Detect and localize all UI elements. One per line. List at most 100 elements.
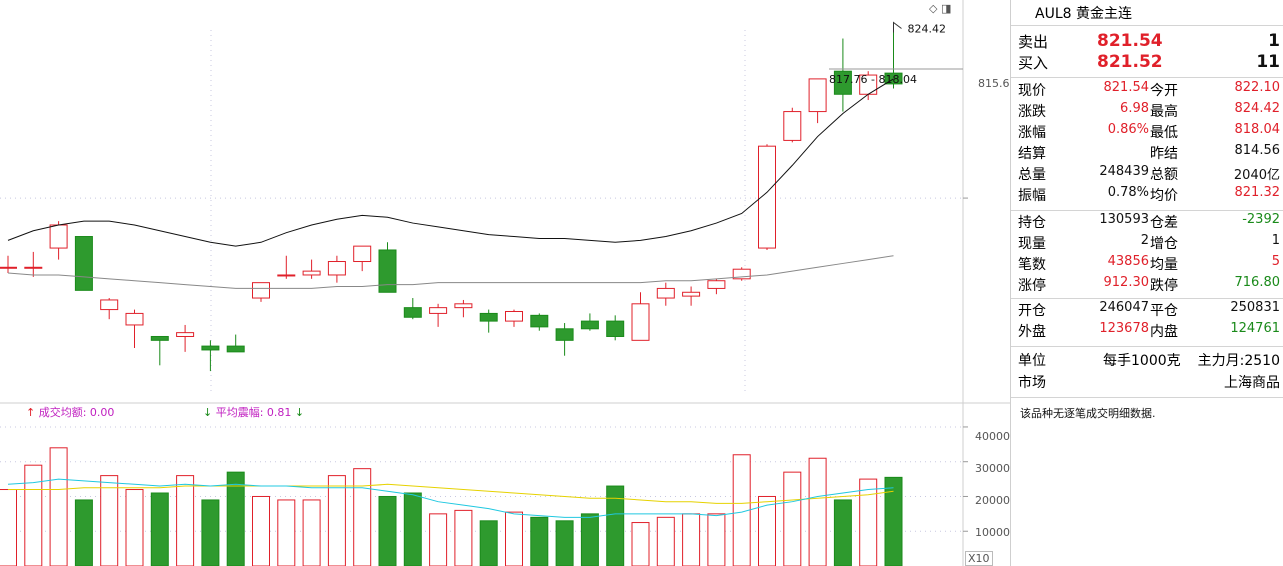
up-arrow-icon: ↑ bbox=[26, 406, 36, 419]
quote-row: 振幅 0.78% 均价 821.32 bbox=[1011, 185, 1283, 206]
quote-value: 250831 bbox=[1230, 300, 1280, 315]
quote-value: 821.54 bbox=[1103, 80, 1150, 95]
market-row: 市场 上海商品 bbox=[1011, 372, 1283, 393]
quote-value: 124761 bbox=[1230, 321, 1280, 336]
candle bbox=[302, 270, 321, 276]
candle bbox=[150, 335, 169, 341]
volume-bar bbox=[530, 516, 549, 566]
volume-bar bbox=[353, 468, 372, 566]
orderbook-sell-row[interactable]: 卖出 821.54 1 bbox=[1011, 31, 1283, 53]
quote-label: 结算 bbox=[1018, 146, 1046, 162]
kline-chart[interactable]: 824.42 817.76 - 818.04 bbox=[0, 0, 1010, 566]
candle bbox=[580, 320, 599, 330]
quote-row: 外盘 123678 内盘 124761 bbox=[1011, 321, 1283, 342]
candle bbox=[454, 303, 473, 309]
quote-label: 昨结 bbox=[1150, 146, 1178, 162]
volume-bar bbox=[74, 499, 93, 566]
quote-row: 笔数 43856 均量 5 bbox=[1011, 254, 1283, 275]
price-axis-label: 815.6 bbox=[978, 77, 1010, 90]
candle bbox=[505, 310, 523, 322]
diamond-icon[interactable]: ◇ bbox=[929, 2, 938, 15]
indicator-avg-amount: ↑ 成交均额: 0.00 bbox=[26, 404, 114, 420]
panel-toggle-icon[interactable]: ◨ bbox=[940, 2, 952, 15]
volume-bar bbox=[732, 454, 751, 566]
ma-line-gray bbox=[7, 255, 894, 289]
divider bbox=[1011, 298, 1283, 299]
unit-row: 单位 每手1000克 主力月:2510 bbox=[1011, 350, 1283, 371]
ma-line-black bbox=[7, 78, 894, 247]
candle bbox=[555, 328, 574, 341]
volume-bar bbox=[49, 447, 68, 566]
quote-value: 248439 bbox=[1099, 164, 1149, 179]
quote-value: 2 bbox=[1140, 233, 1149, 248]
candle bbox=[74, 236, 93, 291]
candle bbox=[783, 111, 802, 141]
quote-value: 912.30 bbox=[1103, 275, 1150, 290]
quote-label: 总额 bbox=[1150, 167, 1178, 183]
volume-bar bbox=[150, 492, 169, 566]
volume-bar bbox=[656, 516, 675, 566]
candle bbox=[378, 249, 397, 293]
orderbook-buy-row[interactable]: 买入 821.52 11 bbox=[1011, 52, 1283, 74]
quote-value: 821.32 bbox=[1234, 185, 1281, 200]
volume-bar bbox=[378, 495, 397, 566]
candle bbox=[176, 332, 195, 337]
divider bbox=[1011, 397, 1283, 398]
candle bbox=[707, 280, 726, 289]
market-label: 市场 bbox=[1018, 375, 1046, 391]
main-month: 主力月:2510 bbox=[1197, 353, 1280, 369]
quote-label: 现价 bbox=[1018, 83, 1046, 99]
candle bbox=[353, 245, 372, 263]
quote-label: 总量 bbox=[1018, 167, 1046, 183]
candle bbox=[0, 266, 17, 269]
candle bbox=[833, 70, 852, 95]
quote-label: 均价 bbox=[1150, 188, 1178, 204]
candle bbox=[631, 303, 650, 341]
volume-bar bbox=[859, 478, 878, 566]
buy-label: 买入 bbox=[1018, 54, 1049, 72]
divider bbox=[1011, 25, 1283, 26]
candle bbox=[479, 312, 498, 322]
quote-row: 结算 昨结 814.56 bbox=[1011, 143, 1283, 164]
unit-value: 每手1000克 bbox=[1103, 353, 1181, 369]
sell-volume: 1 bbox=[1268, 31, 1280, 51]
volume-bar bbox=[403, 492, 422, 566]
quote-label: 涨幅 bbox=[1018, 125, 1046, 141]
quote-value: 0.78% bbox=[1107, 185, 1149, 200]
quote-label: 涨跌 bbox=[1018, 104, 1046, 120]
volume-bar bbox=[429, 513, 448, 566]
volume-axis-label-20000: 20000 bbox=[975, 494, 1010, 507]
volume-bar bbox=[783, 471, 802, 566]
quote-label: 最高 bbox=[1150, 104, 1178, 120]
chart-tool-icons[interactable]: ◇ ◨ bbox=[929, 2, 951, 15]
quote-label: 今开 bbox=[1150, 83, 1178, 99]
volume-axis-label-30000: 30000 bbox=[975, 462, 1010, 475]
quote-label: 跌停 bbox=[1150, 278, 1178, 294]
quote-value: 246047 bbox=[1099, 300, 1149, 315]
divider bbox=[1011, 210, 1283, 211]
quote-value: 822.10 bbox=[1234, 80, 1281, 95]
quote-value: 43856 bbox=[1107, 254, 1149, 269]
market-value: 上海商品 bbox=[1224, 375, 1280, 391]
quote-row: 现价 821.54 今开 822.10 bbox=[1011, 80, 1283, 101]
quote-value: 130593 bbox=[1099, 212, 1149, 227]
quote-value: -2392 bbox=[1242, 212, 1280, 227]
tick-data-note: 该品种无逐笔成交明细数据. bbox=[1020, 407, 1156, 420]
volume-bar bbox=[176, 475, 195, 566]
sell-label: 卖出 bbox=[1018, 33, 1049, 51]
range-annotation: 817.76 - 818.04 bbox=[829, 73, 917, 86]
quote-value: 0.86% bbox=[1107, 122, 1149, 137]
buy-volume: 11 bbox=[1256, 52, 1280, 72]
divider bbox=[1011, 346, 1283, 347]
candle bbox=[682, 291, 701, 297]
quote-value: 6.98 bbox=[1120, 101, 1149, 116]
candle bbox=[606, 320, 625, 337]
volume-scale-label[interactable]: X10 bbox=[965, 551, 993, 566]
high-marker bbox=[893, 21, 902, 33]
high-annotation: 824.42 bbox=[908, 23, 947, 36]
kline-chart-area[interactable]: 824.42 817.76 - 818.04 ◇ ◨ 815.6 40000 30… bbox=[0, 0, 1010, 566]
candle bbox=[277, 274, 296, 277]
volume-bar bbox=[479, 520, 498, 566]
candle bbox=[808, 78, 827, 113]
volume-bar bbox=[302, 499, 321, 566]
